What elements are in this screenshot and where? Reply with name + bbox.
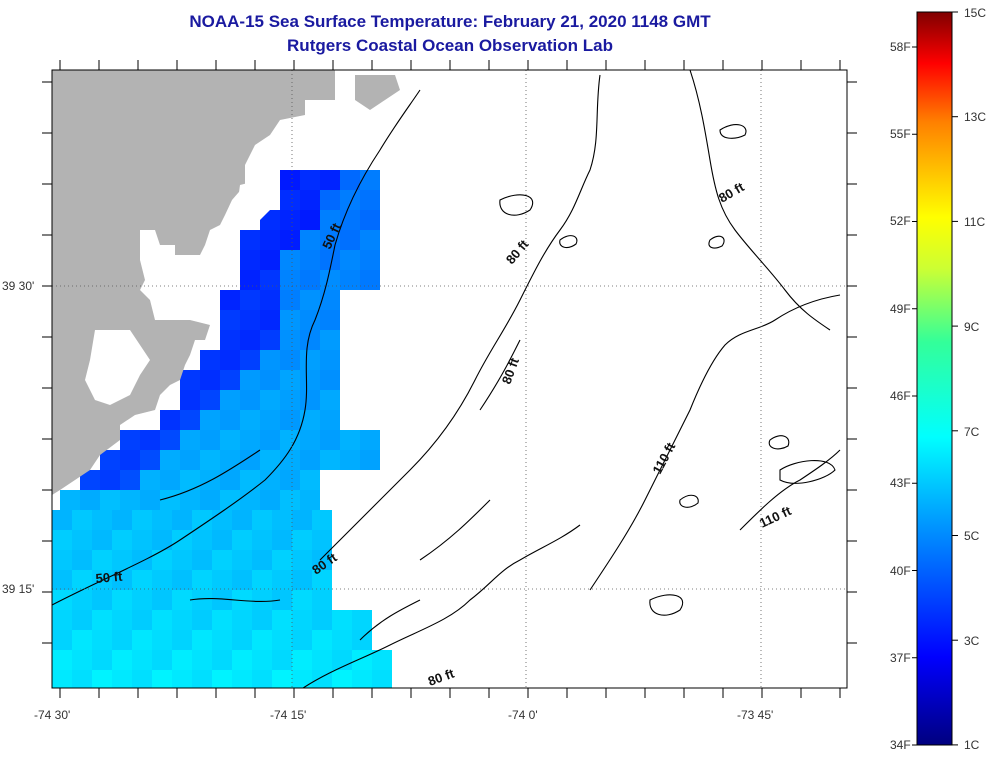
contour-80ft-east	[689, 70, 831, 331]
cb-c-label: 11C	[964, 215, 985, 229]
colorbar-c-labels: 15C 13C 11C 9C 7C 5C 3C 1C	[964, 6, 986, 752]
colorbar-f-labels: 58F 55F 52F 49F 46F 43F 40F 37F 34F	[890, 40, 911, 752]
cb-f-label: 46F	[890, 389, 911, 403]
cb-c-label: 13C	[964, 110, 986, 124]
cb-f-label: 55F	[890, 127, 911, 141]
lon-label: -74 0'	[508, 708, 538, 722]
lon-label: -74 30'	[34, 708, 70, 722]
cb-c-label: 9C	[964, 320, 980, 334]
cb-c-label: 1C	[964, 738, 980, 752]
chart-subtitle: Rutgers Coastal Ocean Observation Lab	[287, 36, 613, 55]
cb-c-label: 3C	[964, 634, 980, 648]
contour-80ft-south	[302, 524, 581, 688]
inlet-white	[85, 330, 150, 405]
cb-f-label: 52F	[890, 214, 911, 228]
colorbar	[916, 11, 953, 746]
contour-label: 50 ft	[95, 569, 124, 586]
cb-f-label: 40F	[890, 564, 911, 578]
axis-ticks	[42, 60, 857, 698]
cb-c-label: 7C	[964, 425, 980, 439]
lat-label: 39 30'	[2, 279, 34, 293]
contour-50ft	[52, 89, 421, 606]
bay-white	[238, 180, 275, 222]
cb-f-label: 58F	[890, 40, 911, 54]
lat-label: 39 15'	[2, 582, 34, 596]
contour-80ft-west	[319, 74, 601, 561]
depth-contours	[52, 70, 841, 688]
contour-110ft-east	[739, 449, 841, 531]
graticule	[52, 70, 847, 688]
cb-c-label: 15C	[964, 6, 986, 20]
chart-title: NOAA-15 Sea Surface Temperature: Februar…	[189, 12, 711, 31]
contour-110ft	[589, 294, 841, 591]
sst-pixels	[52, 170, 392, 688]
cb-c-label: 5C	[964, 529, 980, 543]
cb-f-label: 49F	[890, 302, 911, 316]
lon-label: -73 45'	[737, 708, 773, 722]
lon-label: -74 15'	[270, 708, 306, 722]
cb-f-label: 37F	[890, 651, 911, 665]
cb-f-label: 34F	[890, 738, 911, 752]
cb-f-label: 43F	[890, 476, 911, 490]
land-mass-north	[355, 75, 400, 110]
colorbar-ticks	[912, 11, 958, 746]
